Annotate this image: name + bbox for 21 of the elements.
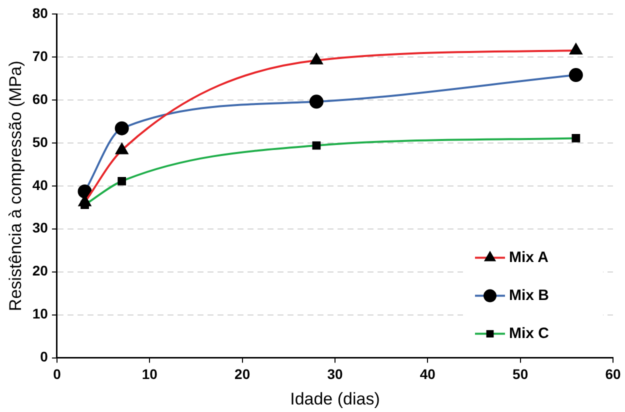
y-tick-label: 60 [32, 90, 48, 107]
y-tick-label: 80 [32, 4, 48, 21]
x-tick-label: 10 [142, 366, 158, 382]
x-tick-label: 20 [234, 366, 250, 382]
y-tick-label: 0 [40, 348, 48, 365]
y-tick-label: 70 [32, 48, 48, 64]
y-axis-title: Resistência à compressão (MPa) [6, 60, 25, 312]
x-tick-label: 0 [53, 366, 62, 382]
legend-label: Mix C [509, 324, 550, 342]
x-axis-title: Idade (dias) [290, 389, 380, 408]
x-tick-label: 30 [327, 366, 343, 382]
x-tick-label: 60 [605, 366, 621, 382]
y-tick-label: 10 [32, 306, 48, 322]
y-tick-label: 30 [32, 220, 48, 236]
legend-label: Mix A [509, 248, 549, 266]
y-tick-label: 50 [32, 134, 48, 150]
x-tick-label: 50 [512, 366, 528, 382]
legend-label: Mix B [509, 286, 550, 304]
x-tick-label: 40 [420, 366, 436, 382]
y-tick-label: 40 [32, 176, 48, 193]
y-tick-label: 20 [32, 262, 48, 279]
